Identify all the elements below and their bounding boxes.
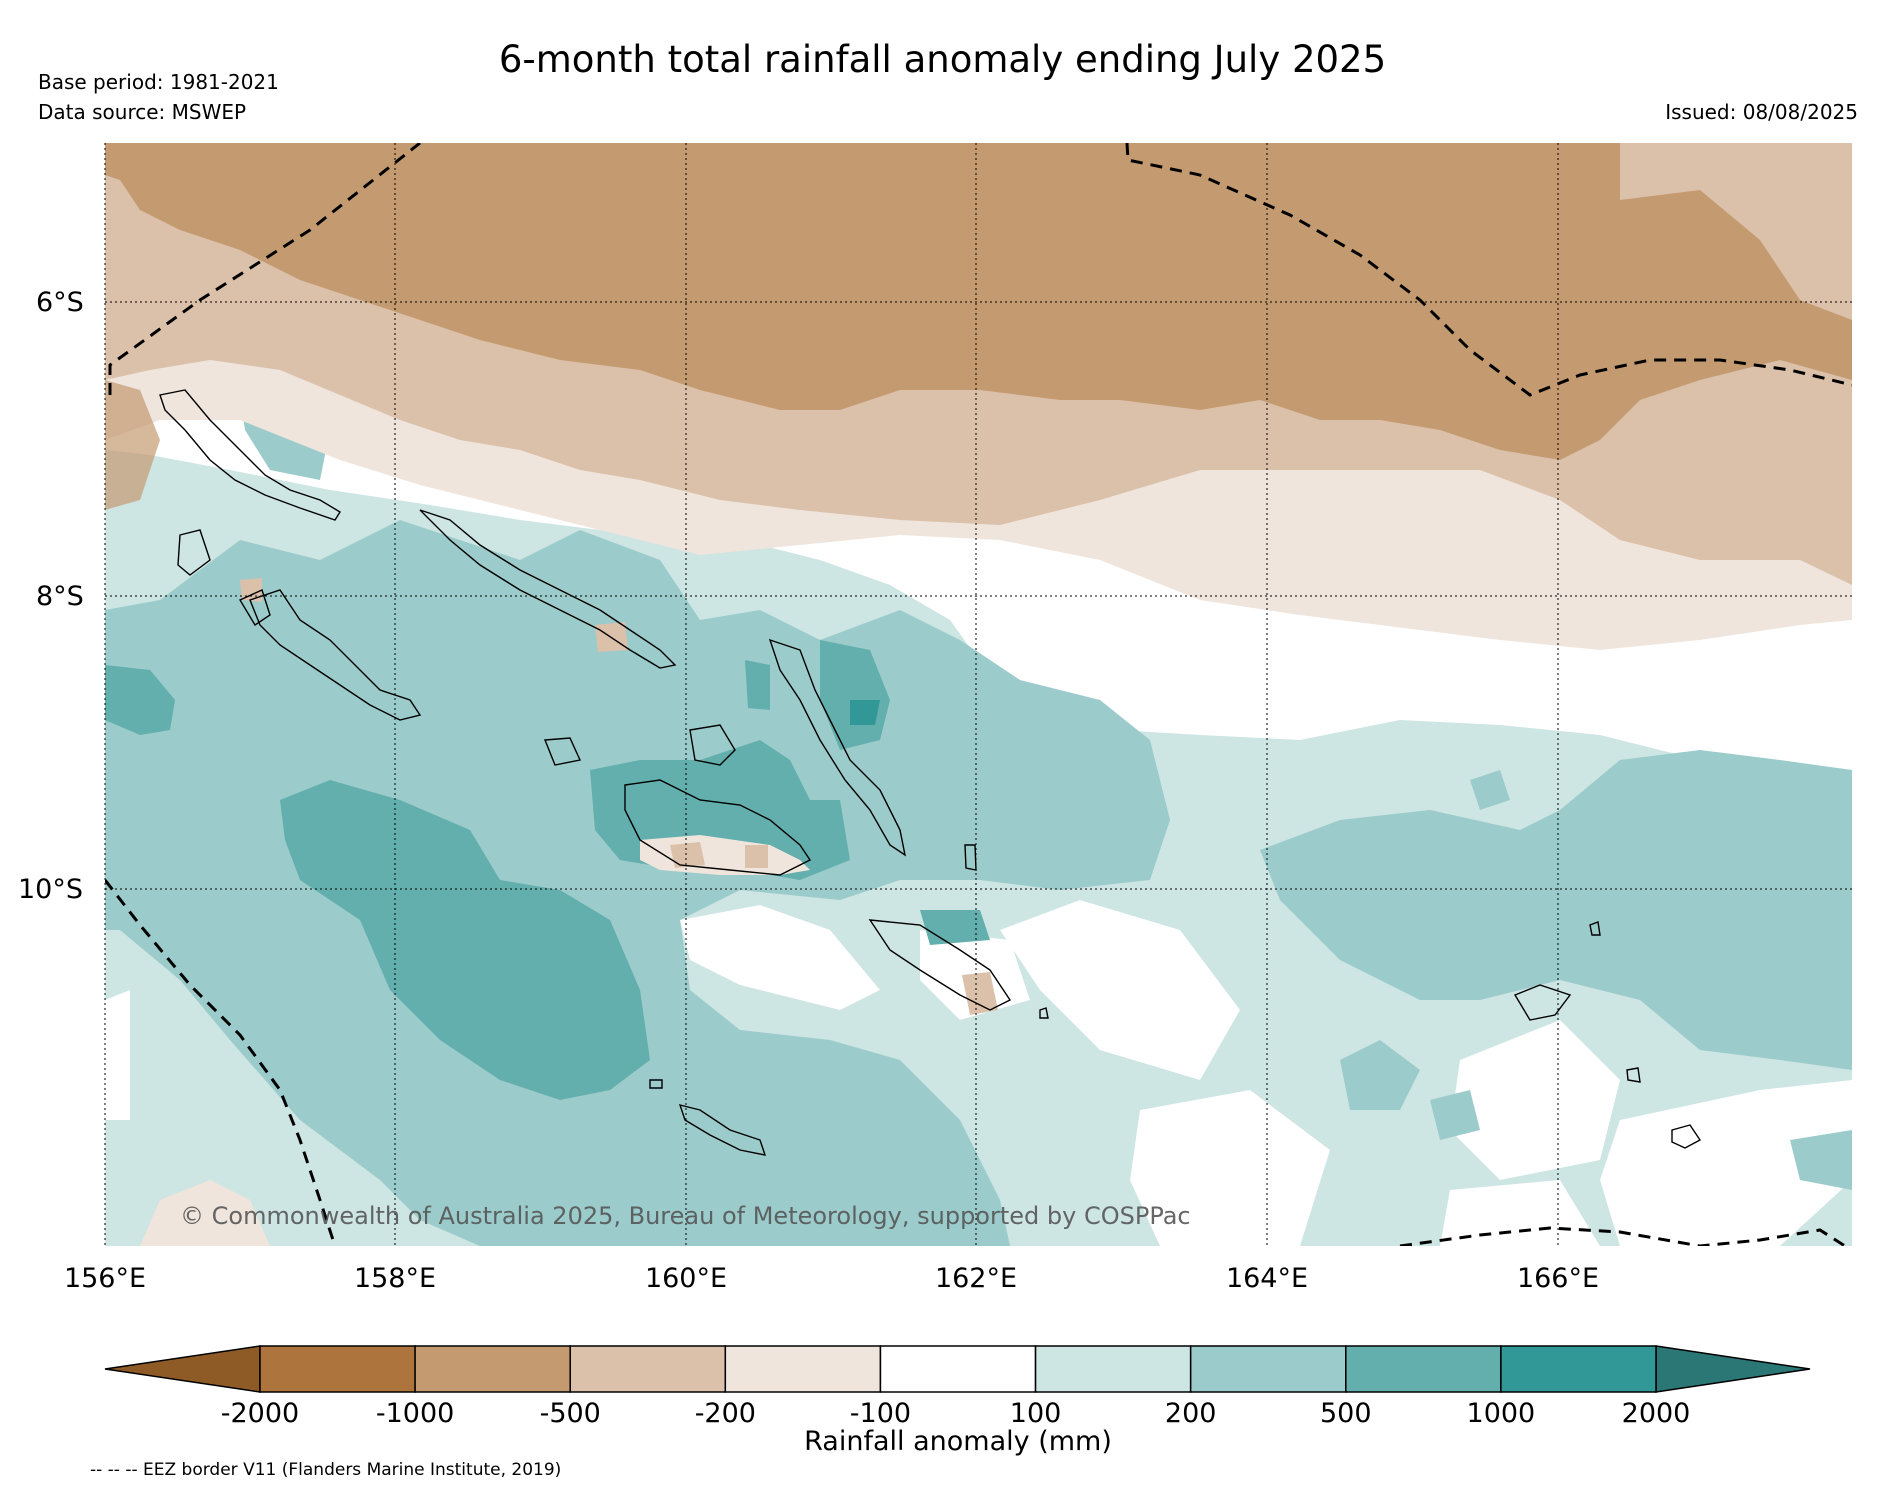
lon-label-164e: 164°E [1226, 1263, 1308, 1294]
lon-label-156e: 156°E [64, 1263, 146, 1294]
colorbar-segment [1500, 1345, 1657, 1393]
choiseul-coast [419, 509, 677, 669]
issued-date-text: Issued: 08/08/2025 [1665, 100, 1858, 124]
positive-200-500-zone [105, 520, 1170, 1246]
colorbar-segment [259, 1345, 416, 1393]
colorbar-tick-label: -2000 [221, 1398, 299, 1429]
chart-title: 6-month total rainfall anomaly ending Ju… [498, 38, 1387, 81]
colorbar-segment [724, 1345, 882, 1393]
anomaly-fill-layer [105, 143, 1852, 1246]
base-period-text: Base period: 1981-2021 [38, 70, 279, 94]
copyright-text: © Commonwealth of Australia 2025, Bureau… [180, 1202, 1191, 1230]
lat-label-10s: 10°S [18, 874, 83, 905]
graticule [104, 143, 1852, 1246]
colorbar-segment [1189, 1345, 1347, 1393]
negative-500-1000-zone [105, 143, 1852, 460]
colorbar-segment [414, 1345, 571, 1393]
eez-borders [105, 143, 1852, 1246]
lat-label-8s: 8°S [36, 581, 84, 612]
colorbar-tick-label: -1000 [376, 1398, 454, 1429]
data-source-text: Data source: MSWEP [38, 100, 247, 124]
colorbar-tick-label: 2000 [1622, 1398, 1691, 1429]
colorbar-tick-label: 500 [1320, 1398, 1372, 1429]
lon-label-160e: 160°E [645, 1263, 727, 1294]
colorbar-tick-label: 200 [1165, 1398, 1217, 1429]
eez-footnote: -- -- -- EEZ border V11 (Flanders Marine… [90, 1460, 562, 1480]
lon-label-158e: 158°E [354, 1263, 436, 1294]
lon-label-162e: 162°E [935, 1263, 1017, 1294]
colorbar-tick-label: 1000 [1467, 1398, 1536, 1429]
coastlines [159, 389, 1702, 1156]
colorbar-tick-label: -500 [540, 1398, 601, 1429]
bougainville-coast [159, 389, 341, 521]
colorbar-tick-label: -100 [850, 1398, 911, 1429]
colorbar-tick-label: 100 [1010, 1398, 1062, 1429]
guadalcanal-coast [624, 779, 812, 876]
positive-500-1000-zone [280, 780, 650, 1100]
lat-label-6s: 6°S [36, 287, 84, 318]
lon-label-166e: 166°E [1517, 1263, 1599, 1294]
new-georgia-coast [249, 589, 422, 721]
colorbar-segment [1034, 1345, 1192, 1393]
colorbar-low-extend [104, 1345, 261, 1393]
malaita-coast [868, 919, 1012, 1011]
colorbar: -2000 -1000 -500 -200 -100 100 200 500 1000 2000 … [104, 1345, 1811, 1457]
colorbar-title: Rainfall anomaly (mm) [804, 1426, 1112, 1457]
colorbar-segment [569, 1345, 727, 1393]
colorbar-tick-label: -200 [695, 1398, 756, 1429]
makira-coast [678, 1104, 767, 1156]
colorbar-high-extend [1655, 1345, 1811, 1393]
colorbar-segment [879, 1345, 1037, 1393]
colorbar-segment [1345, 1345, 1502, 1393]
santa-isabel-coast [768, 638, 907, 857]
